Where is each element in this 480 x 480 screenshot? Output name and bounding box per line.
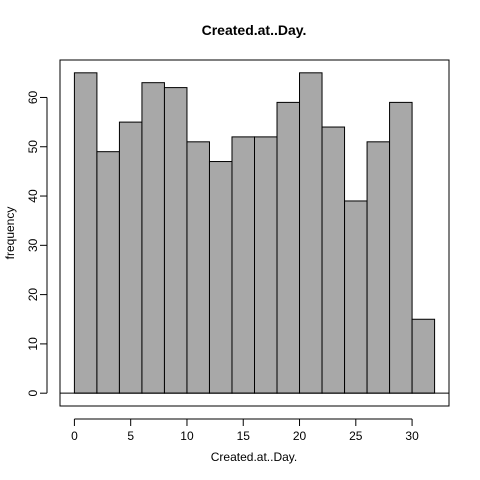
histogram-bar	[96, 151, 120, 394]
x-tick-label: 10	[180, 429, 194, 443]
histogram-bar	[141, 82, 165, 394]
y-axis-label: frequency	[3, 207, 17, 260]
histogram-bar	[366, 141, 391, 394]
x-tick-label: 15	[237, 429, 251, 443]
x-tick-label: 20	[293, 429, 307, 443]
histogram-bar	[73, 72, 98, 394]
y-tick-label: 20	[26, 288, 40, 302]
x-tick-label: 5	[127, 429, 134, 443]
histogram-bar	[276, 101, 301, 394]
histogram-bar	[321, 126, 346, 394]
chart-title: Created.at..Day.	[202, 22, 307, 38]
histogram-bar	[163, 87, 188, 394]
histogram-bar	[411, 318, 436, 394]
x-tick-label: 25	[349, 429, 363, 443]
histogram-bar	[344, 200, 368, 394]
y-tick-label: 60	[26, 90, 40, 104]
histogram-bar	[186, 141, 210, 394]
plot-frame	[59, 59, 450, 407]
y-tick-label: 0	[26, 390, 40, 397]
x-axis-label: Created.at..Day.	[211, 450, 297, 464]
y-axis: 0 10 20 30 40 50 60	[26, 90, 48, 397]
y-tick-label: 50	[26, 140, 40, 154]
x-tick-label: 30	[405, 429, 419, 443]
histogram-bar	[254, 136, 278, 394]
y-tick-label: 30	[26, 238, 40, 252]
histogram-bar	[118, 121, 143, 394]
x-tick-label: 0	[71, 429, 78, 443]
x-axis: 0 5 10 15 20 25 30	[71, 418, 419, 443]
histogram-bar	[231, 136, 255, 394]
histogram-bar	[299, 72, 323, 394]
bars-group	[73, 72, 436, 394]
histogram-bar	[389, 101, 413, 394]
histogram-bar	[208, 161, 233, 394]
y-tick-label: 40	[26, 189, 40, 203]
y-tick-label: 10	[26, 337, 40, 351]
